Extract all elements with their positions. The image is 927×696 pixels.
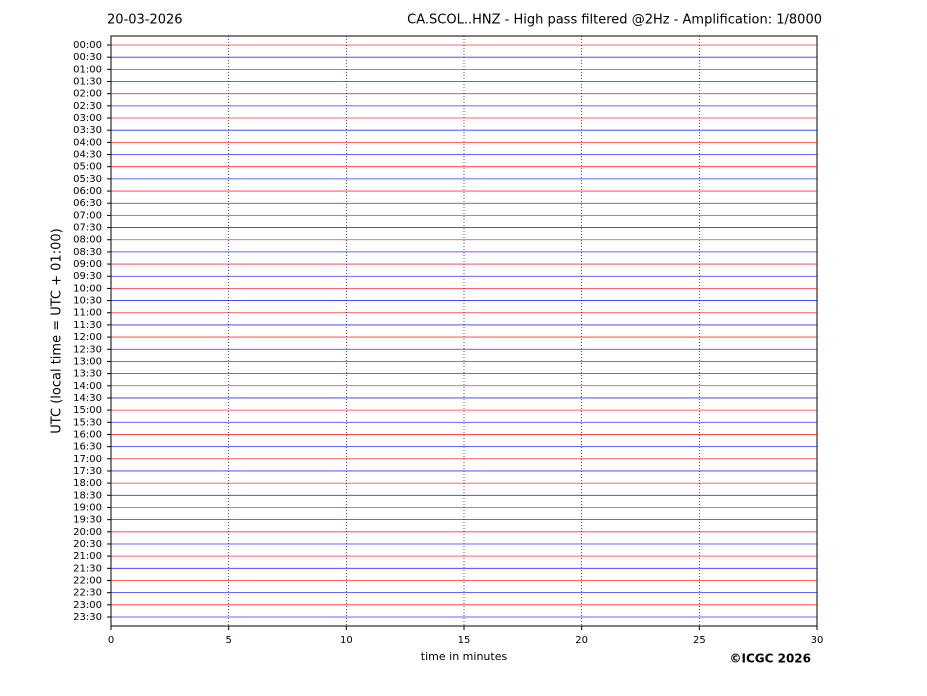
y-tick-label: 17:00: [73, 454, 102, 465]
y-tick-label: 14:30: [73, 393, 102, 404]
y-tick-label: 14:00: [73, 381, 102, 392]
y-tick-label: 03:00: [73, 113, 102, 124]
x-tick-label: 0: [108, 635, 114, 646]
y-tick-label: 16:00: [73, 429, 102, 440]
y-tick-label: 18:00: [73, 478, 102, 489]
y-axis-label: UTC (local time = UTC + 01:00): [50, 228, 65, 433]
y-tick-label: 09:30: [73, 271, 102, 282]
y-tick-label: 21:00: [73, 551, 102, 562]
y-tick-label: 15:00: [73, 405, 102, 416]
y-tick-label: 19:30: [73, 515, 102, 526]
chart-date: 20-03-2026: [107, 13, 183, 28]
y-tick-label: 08:30: [73, 247, 102, 258]
x-tick-label: 5: [225, 635, 231, 646]
y-tick-label: 03:30: [73, 125, 102, 136]
y-tick-label: 08:00: [73, 235, 102, 246]
y-tick-label: 09:00: [73, 259, 102, 270]
y-tick-label: 00:30: [73, 52, 102, 63]
x-tick-label: 25: [693, 635, 706, 646]
x-tick-label: 10: [340, 635, 353, 646]
x-tick-label: 20: [575, 635, 588, 646]
y-tick-label: 10:00: [73, 283, 102, 294]
y-tick-label: 22:00: [73, 575, 102, 586]
y-tick-label: 20:00: [73, 527, 102, 538]
y-tick-label: 22:30: [73, 588, 102, 599]
y-tick-label: 16:30: [73, 442, 102, 453]
y-tick-label: 05:30: [73, 174, 102, 185]
y-tick-label: 10:30: [73, 296, 102, 307]
y-tick-label: 07:00: [73, 210, 102, 221]
y-tick-label: 01:30: [73, 77, 102, 88]
y-tick-label: 18:30: [73, 490, 102, 501]
y-tick-label: 23:30: [73, 612, 102, 623]
y-tick-label: 07:30: [73, 223, 102, 234]
chart-title: CA.SCOL..HNZ - High pass filtered @2Hz -…: [407, 13, 822, 28]
y-tick-label: 20:30: [73, 539, 102, 550]
y-tick-label: 06:00: [73, 186, 102, 197]
y-tick-label: 11:00: [73, 308, 102, 319]
y-tick-label: 02:30: [73, 101, 102, 112]
y-tick-label: 04:00: [73, 137, 102, 148]
y-tick-label: 05:00: [73, 162, 102, 173]
credit: ©ICGC 2026: [729, 652, 811, 666]
y-tick-label: 13:00: [73, 356, 102, 367]
y-tick-label: 01:00: [73, 64, 102, 75]
y-tick-label: 00:00: [73, 40, 102, 51]
x-tick-label: 30: [811, 635, 824, 646]
y-tick-label: 13:30: [73, 369, 102, 380]
x-tick-label: 15: [458, 635, 471, 646]
y-tick-label: 15:30: [73, 417, 102, 428]
x-axis-label: time in minutes: [421, 650, 508, 663]
y-tick-label: 12:00: [73, 332, 102, 343]
y-tick-label: 17:30: [73, 466, 102, 477]
y-tick-label: 21:30: [73, 563, 102, 574]
y-tick-label: 19:00: [73, 502, 102, 513]
y-tick-label: 06:30: [73, 198, 102, 209]
y-tick-label: 04:30: [73, 150, 102, 161]
y-tick-label: 02:00: [73, 89, 102, 100]
y-tick-label: 11:30: [73, 320, 102, 331]
y-tick-label: 12:30: [73, 344, 102, 355]
y-tick-label: 23:00: [73, 600, 102, 611]
